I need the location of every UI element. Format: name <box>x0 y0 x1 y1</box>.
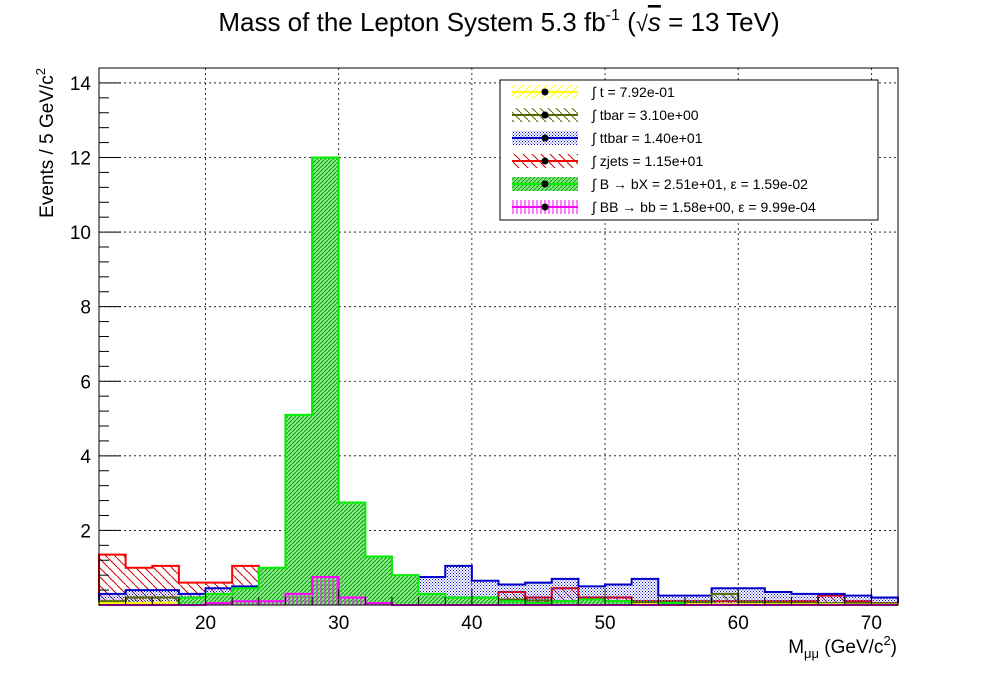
bar <box>658 595 685 605</box>
y-tick-label: 2 <box>80 521 91 542</box>
legend-label: ∫ B → bX = 2.51e+01, ε = 1.59e-02 <box>591 176 808 192</box>
bar <box>312 577 339 605</box>
y-tick-label: 14 <box>70 74 92 95</box>
bar <box>445 597 472 605</box>
bar <box>312 157 339 605</box>
legend-marker <box>541 203 549 211</box>
x-axis-title: Mμμ (GeV/c2) <box>788 633 897 661</box>
bar <box>99 593 126 605</box>
y-tick-label: 12 <box>70 149 91 170</box>
bar <box>791 593 819 605</box>
bar <box>232 601 259 605</box>
bar <box>391 575 419 605</box>
bar <box>205 593 233 605</box>
bar <box>605 584 632 605</box>
legend-item: ∫ ttbar = 1.40e+01 <box>512 130 703 146</box>
bar <box>125 597 153 605</box>
bar <box>471 597 499 605</box>
legend-label: ∫ ttbar = 1.40e+01 <box>591 130 703 146</box>
legend-item: ∫ t = 7.92e-01 <box>512 84 675 100</box>
bar <box>152 597 179 605</box>
x-tick-label: 40 <box>461 613 482 634</box>
series-outline <box>99 156 898 606</box>
y-tick-label: 10 <box>70 223 91 244</box>
x-tick-label: 70 <box>861 613 882 634</box>
y-tick-label: 6 <box>80 372 91 393</box>
bar <box>152 602 179 605</box>
bar <box>738 588 765 605</box>
bar <box>365 556 392 605</box>
y-tick-label: 4 <box>80 447 91 468</box>
y-axis-ticks: 2 4 6 8 10 12 14 <box>70 74 121 591</box>
legend-item: ∫ B → bX = 2.51e+01, ε = 1.59e-02 <box>512 176 808 192</box>
bar <box>631 578 659 605</box>
legend-marker <box>541 88 549 96</box>
bar <box>684 595 712 605</box>
legend-label: ∫ BB → bb = 1.58e+00, ε = 9.99e-04 <box>591 199 816 215</box>
bar <box>285 414 313 605</box>
x-tick-label: 20 <box>195 613 216 634</box>
legend-label: ∫ zjets = 1.15e+01 <box>591 153 703 169</box>
bar <box>338 597 366 605</box>
legend-box <box>499 79 879 221</box>
bar <box>871 597 898 605</box>
bar <box>711 593 739 605</box>
legend-marker <box>541 134 549 142</box>
bar <box>418 593 446 605</box>
legend: ∫ t = 7.92e-01 ∫ tbar = 3.10e+00 ∫ ttbar =… <box>499 79 879 221</box>
legend-label: ∫ t = 7.92e-01 <box>591 84 675 100</box>
bar <box>818 593 845 605</box>
histogram-bars <box>98 156 899 606</box>
legend-item: ∫ zjets = 1.15e+01 <box>512 153 703 169</box>
x-axis-ticks: 20 30 40 50 60 70 <box>98 589 899 634</box>
legend-marker <box>541 157 549 165</box>
bar <box>178 597 206 605</box>
bar <box>258 567 286 605</box>
bar <box>578 599 606 605</box>
chart-title: Mass of the Lepton System 5.3 fb-1 (√s =… <box>218 7 779 37</box>
bar <box>498 601 526 605</box>
bar <box>285 593 313 605</box>
bar <box>844 595 872 605</box>
bar <box>338 502 366 605</box>
bar <box>605 601 632 605</box>
x-tick-label: 50 <box>594 613 615 634</box>
legend-item: ∫ BB → bb = 1.58e+00, ε = 9.99e-04 <box>512 199 816 215</box>
legend-marker <box>541 180 549 188</box>
legend-label: ∫ tbar = 3.10e+00 <box>591 107 699 123</box>
x-tick-label: 30 <box>328 613 349 634</box>
y-tick-label: 8 <box>80 298 91 319</box>
x-tick-label: 60 <box>728 613 749 634</box>
bar <box>525 582 552 605</box>
bar <box>551 601 579 605</box>
series-b-to-bx <box>99 156 898 606</box>
legend-marker <box>541 111 549 119</box>
legend-item: ∫ tbar = 3.10e+00 <box>512 107 699 123</box>
y-axis-title: Events / 5 GeV/c2 <box>33 68 58 218</box>
bar <box>258 601 286 605</box>
